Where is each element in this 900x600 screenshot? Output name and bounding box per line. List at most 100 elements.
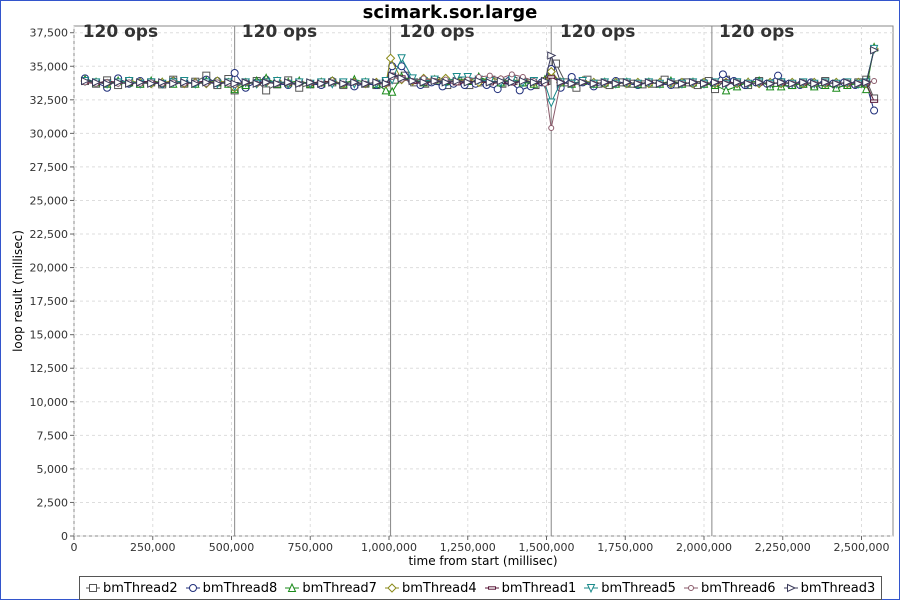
data-point: [385, 53, 396, 63]
y-tick-label: 25,000: [30, 194, 69, 207]
data-point: [452, 76, 462, 86]
data-point: [387, 583, 397, 593]
data-point: [700, 79, 710, 88]
legend-label: bmThread5: [601, 580, 676, 596]
data-point: [755, 78, 765, 87]
data-point: [666, 78, 677, 87]
data-point: [722, 79, 732, 88]
legend-item-bmThread1: bmThread1: [484, 580, 577, 596]
legend-item-bmThread8: bmThread8: [185, 580, 278, 596]
data-point: [213, 79, 223, 88]
legend-label: bmThread6: [700, 580, 776, 596]
series-bmThread3: [81, 45, 880, 88]
legend-marker-icon: [484, 586, 499, 590]
data-point: [92, 78, 102, 87]
data-point: [474, 76, 484, 86]
legend-label: bmThread2: [103, 580, 178, 596]
data-point: [551, 59, 560, 68]
data-point: [529, 78, 540, 87]
data-point: [339, 79, 349, 88]
data-point: [317, 79, 327, 88]
legend-marker-icon: [683, 585, 698, 591]
data-point: [774, 71, 783, 80]
y-tick-label: 0: [61, 530, 68, 543]
data-point: [496, 76, 507, 86]
data-point: [288, 582, 297, 592]
legend-marker-icon: [384, 583, 399, 593]
data-point: [870, 99, 879, 103]
data-point: [744, 79, 754, 88]
data-point: [306, 78, 316, 87]
data-point: [600, 78, 610, 87]
chart-title: scimark.sor.large: [363, 2, 538, 23]
data-point: [273, 79, 283, 88]
data-point: [556, 78, 566, 87]
x-tick-label: 2,250,000: [755, 541, 811, 554]
data-point: [721, 85, 731, 95]
data-point: [262, 78, 272, 87]
data-point: [241, 78, 251, 87]
y-tick-label: 10,000: [30, 396, 69, 409]
data-point: [572, 83, 581, 92]
y-tick-label: 20,000: [30, 262, 69, 275]
data-point: [136, 78, 146, 87]
x-tick-label: 500,000: [209, 541, 255, 554]
data-point: [188, 584, 197, 592]
y-tick-label: 12,500: [30, 362, 69, 375]
x-tick-label: 1,000,000: [361, 541, 417, 554]
legend-item-bmThread3: bmThread3: [783, 581, 875, 596]
data-point: [419, 78, 429, 87]
data-point: [540, 76, 551, 86]
data-point: [147, 79, 157, 88]
data-point: [777, 78, 787, 87]
data-point: [677, 79, 688, 88]
data-point: [202, 78, 212, 87]
data-point: [125, 79, 135, 88]
data-point: [547, 51, 557, 60]
data-point: [688, 78, 699, 87]
data-point: [381, 85, 391, 95]
data-point: [799, 78, 809, 87]
legend-item-bmThread4: bmThread4: [384, 581, 477, 596]
data-point: [507, 78, 518, 87]
data-point: [230, 79, 240, 88]
data-point: [766, 79, 776, 88]
data-point: [295, 79, 305, 88]
data-point: [611, 79, 621, 88]
data-point: [493, 85, 502, 94]
data-point: [452, 73, 462, 83]
x-axis-ticks: 0 250,000 500,000 750,000 1,000,000 1,250,000…: [71, 536, 889, 554]
legend-item-bmThread7: bmThread7: [285, 581, 377, 596]
x-axis-label: time from start (millisec): [408, 554, 557, 568]
phase-label: 120 ops: [83, 22, 158, 42]
y-tick-label: 7,500: [37, 429, 69, 442]
data-point: [810, 79, 820, 88]
data-point: [546, 98, 556, 108]
data-point: [224, 78, 234, 87]
data-point: [655, 79, 666, 88]
data-point: [81, 76, 91, 86]
legend-label: bmThread1: [501, 580, 577, 596]
data-point: [169, 79, 179, 88]
data-point: [586, 584, 596, 594]
data-point: [397, 74, 407, 83]
legend-item-bmThread2: bmThread2: [86, 581, 178, 596]
data-point: [430, 76, 440, 86]
data-point: [567, 79, 577, 88]
y-tick-label: 30,000: [30, 127, 69, 140]
data-point: [381, 79, 392, 88]
data-point: [788, 79, 798, 88]
legend-marker-icon: [783, 583, 798, 593]
data-point: [463, 78, 473, 87]
x-tick-label: 750,000: [288, 541, 334, 554]
legend-label: bmThread8: [202, 580, 278, 596]
data-point: [284, 78, 294, 87]
data-point: [180, 78, 190, 87]
data-point: [114, 78, 124, 87]
y-tick-label: 22,500: [30, 228, 69, 241]
data-point: [508, 71, 515, 78]
data-point: [158, 78, 168, 87]
data-point: [441, 78, 451, 87]
data-point: [687, 585, 694, 591]
